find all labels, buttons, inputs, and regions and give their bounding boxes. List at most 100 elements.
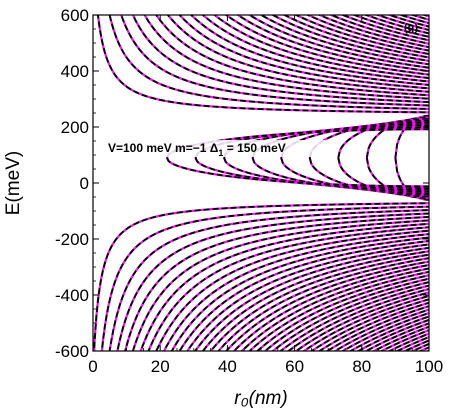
dashed-level-curve xyxy=(341,312,429,351)
annotation-text: V=100 meV m=−1 Δ1 = 150 meV xyxy=(108,141,286,158)
dashed-level-curve xyxy=(170,236,429,351)
dashed-level-curve xyxy=(259,15,429,66)
dashed-level-curve xyxy=(108,15,429,110)
dashed-level-curve xyxy=(232,264,429,351)
dashed-level-curve xyxy=(93,202,429,351)
dashed-level-curve xyxy=(194,246,429,351)
y-tick-label: 400 xyxy=(61,62,89,81)
curve-group xyxy=(93,0,429,351)
dashed-level-curve xyxy=(155,15,429,97)
dashed-level-curve xyxy=(217,257,429,351)
dashed-level-curve xyxy=(116,212,429,351)
annotation-background xyxy=(104,140,330,157)
panel-label: (g) xyxy=(404,22,418,34)
solid-level-curve xyxy=(328,15,429,45)
x-tick-label: 80 xyxy=(352,357,371,376)
dashed-level-curve xyxy=(93,0,429,9)
dashed-level-curve xyxy=(132,219,429,351)
solid-level-curve xyxy=(286,287,429,351)
annotation-subscript: 1 xyxy=(218,148,223,158)
solid-level-curve xyxy=(201,15,429,83)
solid-level-curve xyxy=(270,15,429,62)
dashed-level-curve xyxy=(236,15,429,73)
dashed-level-curve xyxy=(166,157,429,188)
dashed-level-curve xyxy=(294,15,429,55)
tick-group: 0 20 40 60 80 100 600 400 200 0 -200 -400 -600 xyxy=(55,6,443,376)
dashed-level-curve xyxy=(97,15,429,114)
y-tick-label: 0 xyxy=(80,174,89,193)
x-tick-label: 0 xyxy=(88,357,97,376)
dashed-level-curve xyxy=(271,281,429,351)
dashed-level-curve xyxy=(302,295,429,351)
annotation-main: V=100 meV m=−1 Δ xyxy=(108,141,219,155)
dashed-level-curve xyxy=(147,226,429,351)
solid-level-curve xyxy=(93,0,429,3)
y-tick-label: 600 xyxy=(61,6,89,25)
dashed-level-curve xyxy=(251,123,429,159)
dashed-level-curve xyxy=(120,15,429,107)
dashed-level-curve xyxy=(240,267,429,351)
solid-level-curve xyxy=(278,284,429,351)
dashed-level-curve xyxy=(310,298,429,351)
dashed-level-curve xyxy=(155,229,429,351)
dashed-level-curve xyxy=(256,274,429,351)
dashed-level-curve xyxy=(325,305,429,351)
y-tick-label: -600 xyxy=(55,342,89,361)
dashed-level-curve xyxy=(263,277,429,351)
annotation-tail: = 150 meV xyxy=(223,141,285,155)
dashed-level-curve xyxy=(224,15,429,76)
dashed-level-curve xyxy=(421,15,429,18)
y-axis-label: E(meV) xyxy=(3,151,24,215)
dashed-level-curve xyxy=(308,157,429,196)
dashed-level-curve xyxy=(333,308,429,351)
dashed-level-curve xyxy=(93,0,429,6)
annotation-backdrop xyxy=(104,140,330,157)
dashed-level-curve xyxy=(100,205,429,351)
dashed-level-curve xyxy=(282,15,429,59)
dashed-level-curve xyxy=(186,243,429,351)
dashed-level-curve xyxy=(143,15,429,100)
dashed-level-curve xyxy=(308,119,429,159)
dashed-level-curve xyxy=(93,0,429,3)
dashed-level-curve xyxy=(201,250,429,351)
x-tick-label: 20 xyxy=(151,357,170,376)
dashed-level-curve xyxy=(352,15,429,38)
dashed-level-curve xyxy=(363,15,429,35)
dashed-level-curve xyxy=(294,291,429,351)
dashed-level-curve xyxy=(124,216,429,351)
y-tick-label: -200 xyxy=(55,230,89,249)
solid-level-curve xyxy=(248,270,429,351)
dashed-level-curve xyxy=(139,222,429,351)
solid-level-curve xyxy=(178,15,429,90)
solid-level-curve xyxy=(93,0,429,13)
y-tick-label: -400 xyxy=(55,286,89,305)
solid-level-curve xyxy=(420,15,429,18)
x-tick-label: 100 xyxy=(415,357,443,376)
dashed-level-curve xyxy=(189,15,429,86)
solid-level-curve xyxy=(317,301,429,351)
dashed-level-curve xyxy=(225,260,429,351)
x-tick-label: 40 xyxy=(218,357,237,376)
dashed-level-curve xyxy=(131,15,429,103)
solid-level-curve xyxy=(356,318,429,351)
dashed-level-curve xyxy=(163,233,429,351)
solid-level-curve xyxy=(93,0,429,6)
solid-level-curve xyxy=(93,0,429,9)
dashed-level-curve xyxy=(93,0,429,13)
dashed-level-curve xyxy=(348,315,429,351)
y-tick-label: 200 xyxy=(61,118,89,137)
dashed-level-curve xyxy=(340,15,429,42)
x-axis-label: r₀(nm) xyxy=(234,388,287,409)
dashed-level-curve xyxy=(251,157,429,193)
dashed-level-curve xyxy=(108,209,429,351)
solid-level-curve xyxy=(316,15,429,49)
dashed-level-curve xyxy=(305,15,429,52)
x-tick-label: 60 xyxy=(285,357,304,376)
dashed-level-curve xyxy=(247,15,429,69)
dashed-level-curve xyxy=(213,15,429,79)
dashed-level-curve xyxy=(209,253,429,351)
dashed-level-curve xyxy=(166,15,429,93)
solid-level-curve xyxy=(363,322,429,351)
dashed-level-curve xyxy=(178,240,429,351)
